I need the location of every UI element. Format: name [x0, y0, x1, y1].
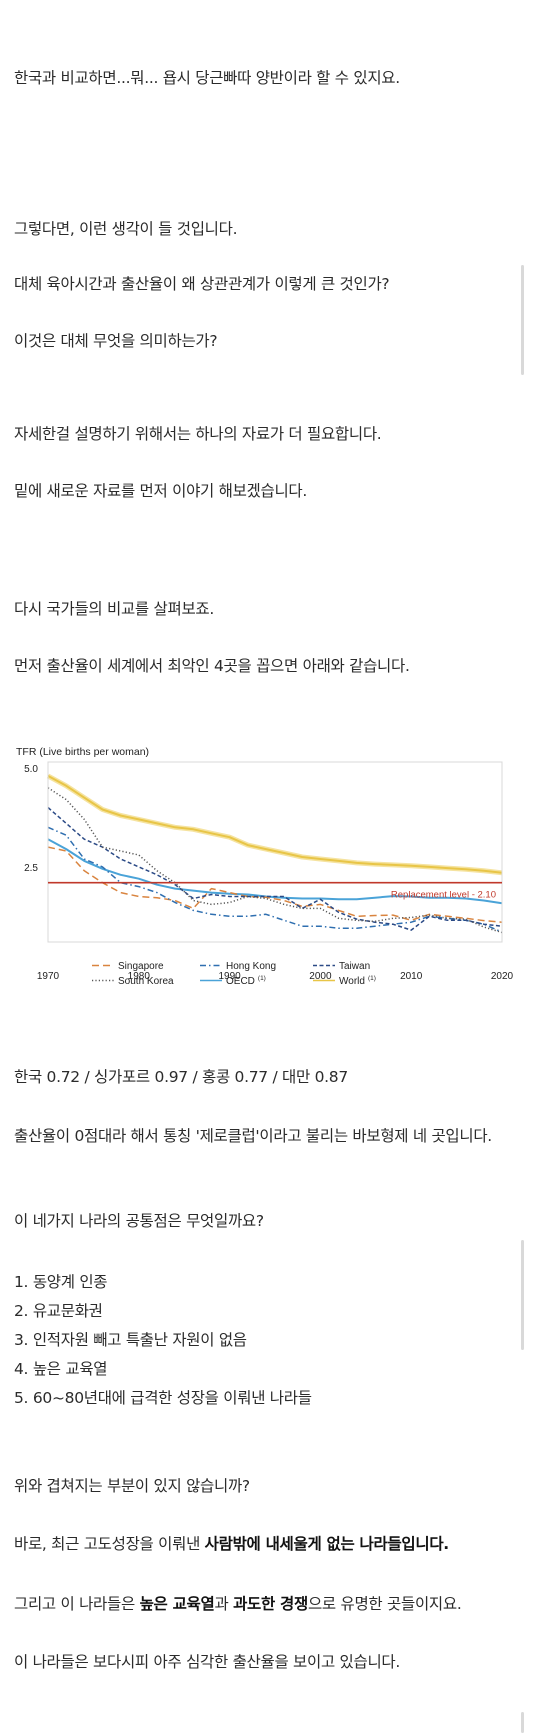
- series-line-singapore: [47, 846, 503, 923]
- tfr-chart: TFR (Live births per woman) 5.0 2.5 1970 19…: [0, 740, 536, 1022]
- text-bold: 높은 교육열: [139, 1595, 215, 1613]
- legend-label: South Korea: [118, 976, 174, 987]
- paragraph-intro: 한국과 비교하면...뭐... 욥시 당근빠따 양반이라 할 수 있지요.: [14, 69, 400, 87]
- scrollbar-thumb[interactable]: [521, 265, 524, 375]
- paragraph-education: 그리고 이 나라들은 높은 교육열과 과도한 경쟁으로 유명한 곳들이지요.: [14, 1590, 510, 1619]
- text-normal: 그리고 이 나라들은: [14, 1595, 140, 1613]
- series-line-world-glow: [46, 773, 503, 876]
- x-tick-label: 1970: [37, 971, 60, 982]
- legend-label: OECD (1): [226, 975, 266, 987]
- y-tick-label: 5.0: [24, 764, 38, 775]
- y-tick-label: 2.5: [24, 863, 38, 874]
- paragraph-compare: 다시 국가들의 비교를 살펴보죠.: [14, 600, 214, 618]
- x-tick-label: 1980: [128, 971, 151, 982]
- scrollbar-thumb[interactable]: [521, 1240, 524, 1350]
- list-item: 3. 인적자원 빼고 특출난 자원이 없음: [14, 1331, 247, 1349]
- list-item: 1. 동양계 인종: [14, 1273, 108, 1291]
- replacement-level-label: Replacement level - 2.10: [391, 890, 496, 901]
- legend-sup: (1): [368, 975, 376, 982]
- paragraph-question-1: 대체 육아시간과 출산율이 왜 상관관계가 이렇게 큰 것인가?: [14, 275, 390, 293]
- scrollbar-thumb[interactable]: [521, 1712, 524, 1733]
- tfr-chart-svg: TFR (Live births per woman) 5.0 2.5 1970 19…: [16, 746, 514, 987]
- text-normal: 과: [214, 1595, 234, 1613]
- x-tick-label: 1990: [218, 971, 241, 982]
- legend-label: Singapore: [118, 961, 164, 972]
- paragraph-overlap: 위와 겹쳐지는 부분이 있지 않습니까?: [14, 1477, 250, 1495]
- x-tick-label: 2000: [309, 971, 332, 982]
- legend-sup: (1): [258, 975, 266, 982]
- chart-ylabel: TFR (Live births per woman): [16, 746, 149, 758]
- list-item: 5. 60~80년대에 급격한 성장을 이뤄낸 나라들: [14, 1389, 312, 1407]
- paragraph-new-data: 밑에 새로운 자료를 먼저 이야기 해보겠습니다.: [14, 482, 308, 500]
- paragraph-question-2: 이것은 대체 무엇을 의미하는가?: [14, 332, 218, 350]
- series-line-south-korea: [47, 787, 503, 934]
- legend-label: Hong Kong: [226, 961, 276, 972]
- x-tick-label: 2010: [400, 971, 423, 982]
- series-line-hong-kong: [47, 826, 503, 933]
- list-item: 2. 유교문화권: [14, 1302, 103, 1320]
- text-bold: 과도한 경쟁: [233, 1595, 308, 1613]
- paragraph-common: 이 네가지 나라의 공통점은 무엇일까요?: [14, 1212, 264, 1230]
- paragraph-zero-club: 출산율이 0점대라 해서 통칭 '제로클럽'이라고 불리는 바보형제 네 곳입니…: [14, 1127, 492, 1145]
- series-line-taiwan: [47, 806, 503, 931]
- plot-frame: [47, 761, 503, 943]
- paragraph-worst-four: 먼저 출산율이 세계에서 최악인 4곳을 꼽으면 아래와 같습니다.: [14, 657, 410, 675]
- text-normal: 으로 유명한 곳들이지요.: [307, 1595, 462, 1613]
- series-line-world: [47, 775, 503, 874]
- list-item: 4. 높은 교육열: [14, 1360, 108, 1378]
- paragraph-rates: 한국 0.72 / 싱가포르 0.97 / 홍콩 0.77 / 대만 0.87: [14, 1068, 348, 1086]
- x-tick-label: 2020: [491, 971, 514, 982]
- paragraph-thought: 그렇다면, 이런 생각이 들 것입니다.: [14, 220, 238, 238]
- legend-label: World (1): [339, 975, 376, 987]
- paragraph-serious: 이 나라들은 보다시피 아주 심각한 출산율을 보이고 있습니다.: [14, 1653, 401, 1671]
- paragraph-explain: 자세한걸 설명하기 위해서는 하나의 자료가 더 필요합니다.: [14, 425, 382, 443]
- text-bold: 사람밖에 내세울게 없는 나라들입니다.: [204, 1535, 450, 1553]
- text-normal: 바로, 최근 고도성장을 이뤄낸: [14, 1535, 205, 1553]
- legend-label: Taiwan: [339, 961, 370, 972]
- paragraph-people-only: 바로, 최근 고도성장을 이뤄낸 사람밖에 내세울게 없는 나라들입니다.: [14, 1530, 510, 1559]
